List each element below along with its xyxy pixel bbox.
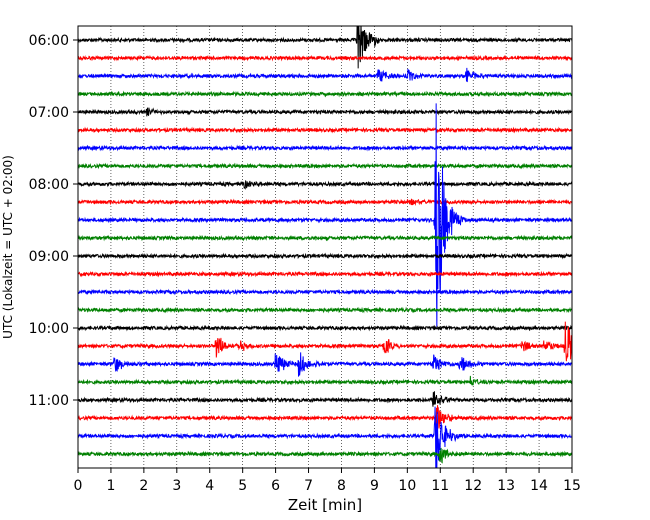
- trace-0645: [78, 90, 572, 98]
- trace-0800: [78, 180, 572, 190]
- trace-0830: [78, 103, 572, 328]
- x-tick-label: 2: [139, 478, 148, 494]
- x-tick-label: 3: [172, 478, 181, 494]
- trace-0615: [78, 54, 572, 62]
- x-tick-label: 10: [398, 478, 416, 494]
- trace-1115: [78, 405, 572, 429]
- x-tick-label: 13: [497, 478, 515, 494]
- trace-1130: [78, 406, 572, 468]
- trace-1145: [78, 447, 572, 464]
- trace-0600: [78, 26, 572, 69]
- trace-0815: [78, 198, 572, 207]
- trace-0730: [78, 144, 572, 152]
- trace-0930: [78, 288, 572, 296]
- trace-1100: [78, 391, 572, 407]
- trace-1015: [78, 321, 572, 362]
- x-tick-label: 4: [205, 478, 214, 494]
- y-tick-label: 06:00: [29, 33, 69, 49]
- y-tick-label: 08:00: [29, 177, 69, 193]
- trace-0745: [78, 162, 572, 170]
- trace-0900: [78, 252, 572, 260]
- x-tick-label: 1: [106, 478, 115, 494]
- plot-background: [78, 26, 572, 468]
- y-tick-label: 10:00: [29, 321, 69, 337]
- x-tick-label: 15: [563, 478, 581, 494]
- trace-0945: [78, 306, 572, 314]
- x-tick-label: 9: [370, 478, 379, 494]
- y-axis-title: UTC (Lokalzeit = UTC + 02:00): [1, 155, 15, 339]
- seismogram-traces: [78, 26, 572, 468]
- x-tick-label: 5: [238, 478, 247, 494]
- x-tick-label: 14: [530, 478, 548, 494]
- y-tick-label: 09:00: [29, 249, 69, 265]
- trace-0715: [78, 126, 572, 134]
- trace-1045: [78, 375, 572, 386]
- x-tick-label: 6: [271, 478, 280, 494]
- trace-0630: [78, 67, 572, 83]
- plot-frame: [77, 25, 573, 469]
- y-tick-label: 07:00: [29, 105, 69, 121]
- x-tick-label: 0: [74, 478, 83, 494]
- y-axis: 06:00 07:00 08:00 09:00 10:00 11:00: [29, 33, 78, 409]
- x-tick-label: 12: [464, 478, 482, 494]
- y-tick-label: 11:00: [29, 393, 69, 409]
- trace-1030: [78, 352, 572, 377]
- trace-0845: [78, 234, 572, 242]
- trace-1000: [78, 324, 572, 332]
- x-tick-label: 7: [304, 478, 313, 494]
- x-axis-title: Zeit [min]: [288, 496, 362, 514]
- x-tick-label: 11: [431, 478, 449, 494]
- trace-0915: [78, 270, 572, 278]
- x-axis: 0 1 2 3 4 5 6 7 8 9 10 11 12 13 14 15: [74, 468, 581, 494]
- trace-0700: [78, 107, 572, 117]
- x-tick-label: 8: [337, 478, 346, 494]
